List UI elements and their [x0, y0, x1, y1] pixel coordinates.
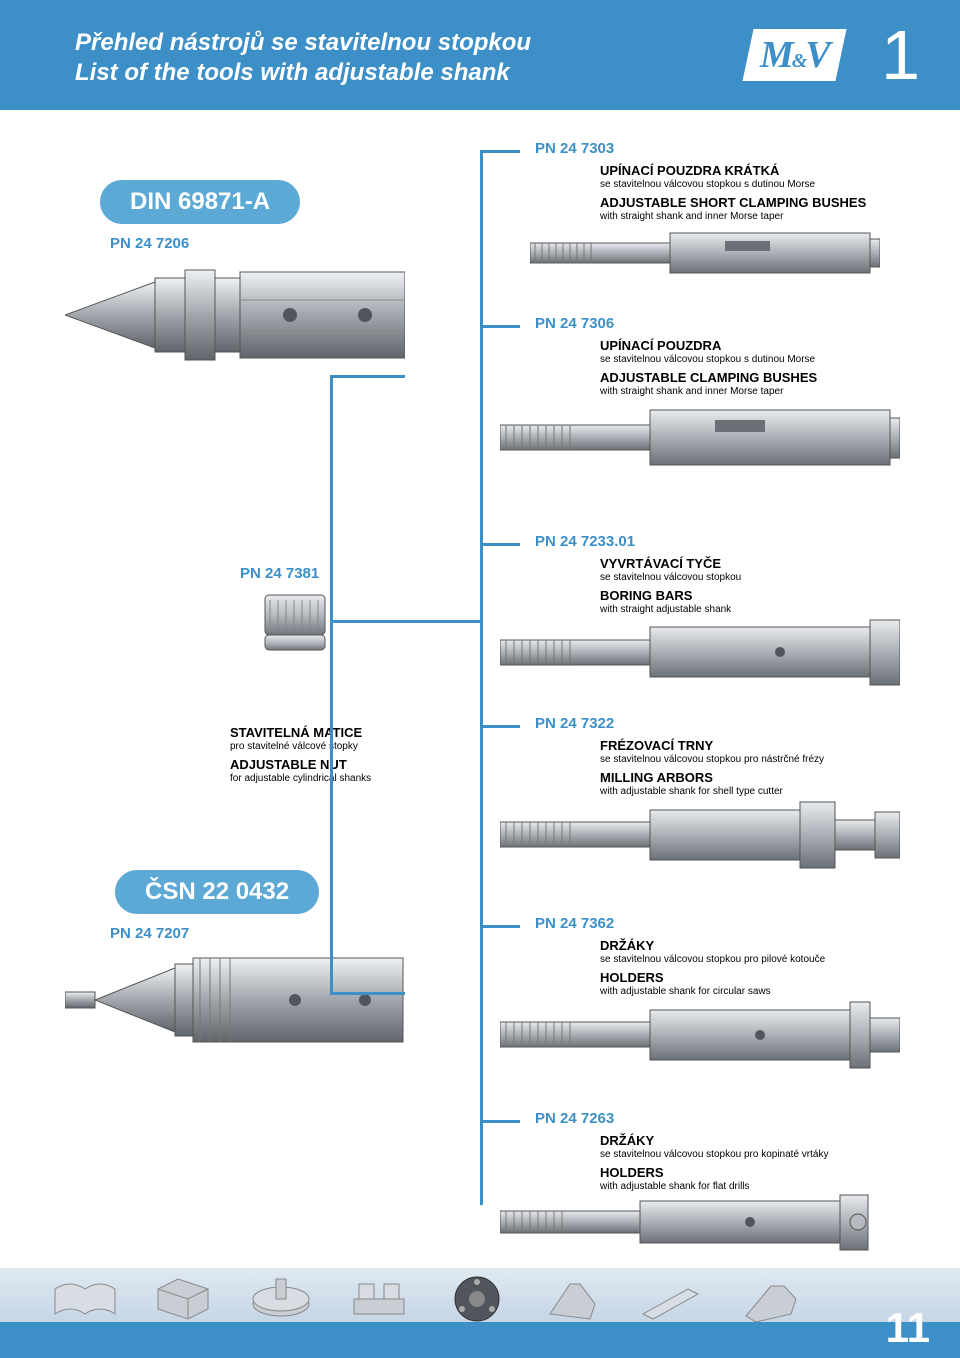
vise-icon — [344, 1274, 414, 1324]
conn-r2 — [480, 325, 520, 328]
connector-left-h1 — [330, 375, 405, 378]
footer-icons — [50, 1274, 806, 1352]
iso-taper-holder-image — [65, 260, 405, 370]
conn-r6 — [480, 1120, 520, 1123]
adjustable-nut-image — [260, 590, 330, 655]
mv-logo: M&V — [743, 29, 847, 81]
r6-desc: DRŽÁKY se stavitelnou válcovou stopkou p… — [600, 1133, 920, 1194]
content-area: DIN 69871-A PN 24 7206 PN 24 7381 — [0, 115, 960, 1245]
r2-image — [500, 400, 900, 475]
pn-7207-label: PN 24 7207 — [110, 925, 189, 942]
book-icon — [50, 1274, 120, 1324]
r5-pn: PN 24 7362 — [535, 915, 614, 932]
r6-image — [500, 1193, 900, 1253]
r1-desc: UPÍNACÍ POUZDRA KRÁTKÁ se stavitelnou vá… — [600, 163, 920, 224]
pn-7206-label: PN 24 7206 — [110, 235, 189, 252]
r5-desc: DRŽÁKY se stavitelnou válcovou stopkou p… — [600, 938, 920, 999]
page-footer: 11 — [0, 1268, 960, 1358]
title-cz: Přehled nástrojů se stavitelnou stopkou — [75, 28, 748, 58]
conn-r5 — [480, 925, 520, 928]
connector-left-h2 — [330, 992, 405, 995]
page-number: 11 — [886, 1304, 930, 1358]
pn-7381-label: PN 24 7381 — [240, 565, 319, 582]
r3-image — [500, 615, 900, 690]
r1-image — [530, 225, 880, 280]
conn-r3 — [480, 543, 520, 546]
page-header: Přehled nástrojů se stavitelnou stopkou … — [0, 0, 960, 90]
r4-desc: FRÉZOVACÍ TRNY se stavitelnou válcovou s… — [600, 738, 920, 799]
title-en: List of the tools with adjustable shank — [75, 58, 748, 88]
tool-holder-icon-2 — [736, 1274, 806, 1324]
block-icon — [148, 1274, 218, 1324]
chuck-icon — [442, 1274, 512, 1324]
r2-desc: UPÍNACÍ POUZDRA se stavitelnou válcovou … — [600, 338, 920, 399]
r3-desc: VYVRTÁVACÍ TYČE se stavitelnou válcovou … — [600, 556, 920, 617]
r2-pn: PN 24 7306 — [535, 315, 614, 332]
csn-pill: ČSN 22 0432 — [115, 870, 319, 914]
r5-image — [500, 1000, 900, 1070]
chapter-number: 1 — [881, 20, 920, 90]
r6-pn: PN 24 7263 — [535, 1110, 614, 1127]
header-titles: Přehled nástrojů se stavitelnou stopkou … — [75, 20, 748, 88]
connector-mid-h — [330, 620, 482, 623]
tool-holder-icon-1 — [540, 1274, 610, 1324]
r4-image — [500, 800, 900, 870]
din-pill: DIN 69871-A — [100, 180, 300, 224]
connector-vertical — [480, 150, 483, 1205]
csn-holder-image — [65, 950, 405, 1050]
rotary-table-icon — [246, 1274, 316, 1324]
sleeve-icon — [638, 1274, 708, 1324]
connector-left-vert — [330, 375, 333, 995]
conn-r4 — [480, 725, 520, 728]
conn-r1 — [480, 150, 520, 153]
r3-pn: PN 24 7233.01 — [535, 533, 635, 550]
r1-pn: PN 24 7303 — [535, 140, 614, 157]
r4-pn: PN 24 7322 — [535, 715, 614, 732]
